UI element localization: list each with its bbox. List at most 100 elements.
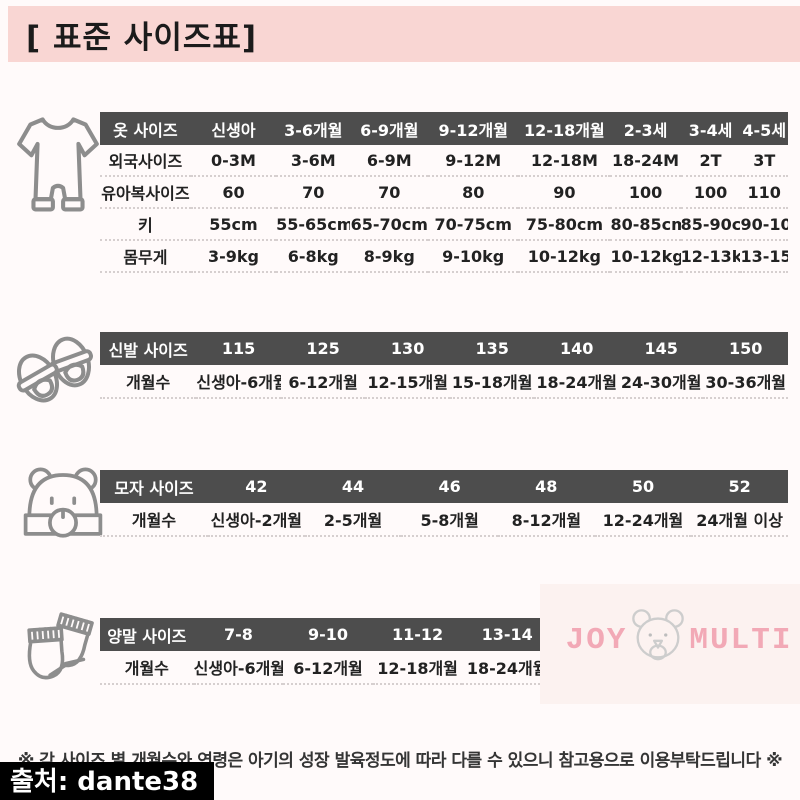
col-header: 50 bbox=[594, 470, 692, 503]
col-header: 7-8 bbox=[193, 618, 284, 651]
cell: 18-24M bbox=[610, 145, 681, 177]
cell: 2-5개월 bbox=[304, 503, 402, 537]
row-label: 몸무게 bbox=[100, 240, 191, 273]
cell: 80-85cm bbox=[610, 208, 681, 241]
cell: 5-8개월 bbox=[401, 503, 498, 537]
col-header: 42 bbox=[208, 470, 305, 503]
col-header: 신발 사이즈 bbox=[100, 332, 197, 365]
source-badge: 출처: dante38 bbox=[0, 762, 215, 800]
cell: 18-24개월 bbox=[462, 651, 552, 685]
col-header: 4-5세 bbox=[740, 112, 788, 145]
col-header: 135 bbox=[449, 332, 535, 365]
col-header: 3-4세 bbox=[680, 112, 741, 145]
cell: 70 bbox=[276, 176, 351, 209]
table-header-row: 모자 사이즈 42 44 46 48 50 52 bbox=[100, 470, 788, 503]
cell: 24개월 이상 bbox=[691, 503, 788, 537]
col-header: 44 bbox=[304, 470, 402, 503]
table-row: 개월수 신생아-6개월 6-12개월 12-15개월 15-18개월 18-24… bbox=[100, 365, 788, 399]
bear-face-icon bbox=[629, 606, 687, 674]
clothes-size-table: 옷 사이즈 신생아 3-6개월 6-9개월 9-12개월 12-18개월 2-3… bbox=[100, 112, 788, 273]
shoes-size-table: 신발 사이즈 115 125 130 135 140 145 150 개월수 신… bbox=[100, 332, 788, 399]
cell: 70 bbox=[350, 176, 429, 209]
col-header: 12-18개월 bbox=[518, 112, 611, 145]
table-row: 개월수 신생아-6개월 6-12개월 12-18개월 18-24개월 bbox=[100, 651, 552, 685]
row-label: 개월수 bbox=[100, 503, 209, 537]
col-header: 2-3세 bbox=[610, 112, 681, 145]
brand-logo: JOY MULTI bbox=[566, 606, 792, 674]
col-header: 145 bbox=[618, 332, 704, 365]
cell: 75-80cm bbox=[518, 208, 611, 241]
bear-hat-icon bbox=[20, 458, 106, 550]
cell: 9-10kg bbox=[428, 240, 519, 273]
baby-onesie-icon bbox=[12, 108, 104, 228]
col-header: 130 bbox=[365, 332, 450, 365]
cell: 10-12kg bbox=[518, 240, 611, 273]
table-header-row: 옷 사이즈 신생아 3-6개월 6-9개월 9-12개월 12-18개월 2-3… bbox=[100, 112, 788, 145]
col-header: 46 bbox=[401, 470, 498, 503]
table-row: 키 55cm 55-65cm 65-70cm 70-75cm 75-80cm 8… bbox=[100, 208, 788, 241]
cell: 110 bbox=[740, 176, 788, 209]
baby-shoes-icon bbox=[8, 320, 104, 416]
table-header-row: 양말 사이즈 7-8 9-10 11-12 13-14 bbox=[100, 618, 552, 651]
col-header: 신생아 bbox=[190, 112, 277, 145]
row-label: 키 bbox=[100, 208, 191, 241]
cell: 2T bbox=[680, 145, 741, 177]
row-label: 개월수 bbox=[100, 651, 194, 685]
cell: 12-18M bbox=[518, 145, 611, 177]
cell: 8-12개월 bbox=[497, 503, 595, 537]
cell: 24-30개월 bbox=[618, 365, 704, 399]
cell: 6-9M bbox=[350, 145, 429, 177]
cell: 신생아-6개월 bbox=[196, 365, 281, 399]
page-title-band: [ 표준 사이즈표] bbox=[8, 6, 800, 62]
col-header: 9-12개월 bbox=[428, 112, 519, 145]
table-row: 유아복사이즈 60 70 70 80 90 100 100 110 bbox=[100, 176, 788, 209]
cell: 6-12개월 bbox=[283, 651, 373, 685]
cell: 30-36개월 bbox=[703, 365, 788, 399]
table-row: 외국사이즈 0-3M 3-6M 6-9M 9-12M 12-18M 18-24M… bbox=[100, 145, 788, 177]
row-label: 유아복사이즈 bbox=[100, 176, 191, 209]
col-header: 양말 사이즈 bbox=[100, 618, 194, 651]
cell: 8-9kg bbox=[350, 240, 429, 273]
col-header: 13-14 bbox=[462, 618, 552, 651]
cell: 3T bbox=[740, 145, 788, 177]
col-header: 모자 사이즈 bbox=[100, 470, 209, 503]
col-header: 140 bbox=[534, 332, 619, 365]
cell: 60 bbox=[190, 176, 277, 209]
cell: 70-75cm bbox=[428, 208, 519, 241]
col-header: 9-10 bbox=[283, 618, 373, 651]
cell: 12-15개월 bbox=[365, 365, 450, 399]
col-header: 52 bbox=[691, 470, 788, 503]
cell: 12-18개월 bbox=[372, 651, 463, 685]
cell: 65-70cm bbox=[350, 208, 429, 241]
cell: 3-9kg bbox=[190, 240, 277, 273]
baby-socks-icon bbox=[22, 602, 104, 694]
col-header: 125 bbox=[280, 332, 366, 365]
cell: 100 bbox=[680, 176, 741, 209]
col-header: 115 bbox=[196, 332, 281, 365]
cell: 55cm bbox=[190, 208, 277, 241]
col-header: 6-9개월 bbox=[350, 112, 429, 145]
cell: 90 bbox=[518, 176, 611, 209]
cell: 15-18개월 bbox=[449, 365, 535, 399]
cell: 12-24개월 bbox=[594, 503, 692, 537]
cell: 신생아-6개월 bbox=[193, 651, 284, 685]
row-label: 외국사이즈 bbox=[100, 145, 191, 177]
cell: 100 bbox=[610, 176, 681, 209]
table-header-row: 신발 사이즈 115 125 130 135 140 145 150 bbox=[100, 332, 788, 365]
cell: 신생아-2개월 bbox=[208, 503, 305, 537]
cell: 80 bbox=[428, 176, 519, 209]
cell: 6-8kg bbox=[276, 240, 351, 273]
row-label: 개월수 bbox=[100, 365, 197, 399]
col-header: 48 bbox=[497, 470, 595, 503]
cell: 12-13kg bbox=[680, 240, 741, 273]
cell: 0-3M bbox=[190, 145, 277, 177]
cell: 3-6M bbox=[276, 145, 351, 177]
table-row: 개월수 신생아-2개월 2-5개월 5-8개월 8-12개월 12-24개월 2… bbox=[100, 503, 788, 537]
cell: 55-65cm bbox=[276, 208, 351, 241]
hat-size-table: 모자 사이즈 42 44 46 48 50 52 개월수 신생아-2개월 2-5… bbox=[100, 470, 788, 537]
cell: 9-12M bbox=[428, 145, 519, 177]
page-title: [ 표준 사이즈표] bbox=[26, 19, 258, 56]
table-row: 몸무게 3-9kg 6-8kg 8-9kg 9-10kg 10-12kg 10-… bbox=[100, 240, 788, 273]
col-header: 150 bbox=[703, 332, 788, 365]
